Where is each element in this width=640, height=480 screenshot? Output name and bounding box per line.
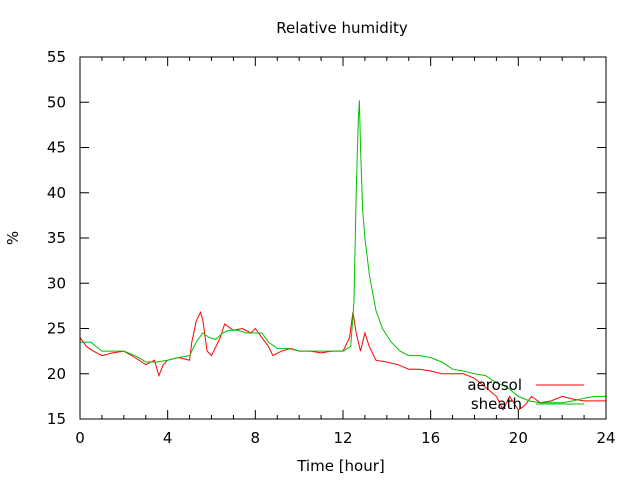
minor-ticks — [101, 57, 585, 419]
y-tick-label: 45 — [47, 139, 66, 157]
tick-labels: 0 4 8 12 16 20 24 15 20 25 30 35 40 45 50 55 — [47, 48, 616, 447]
y-tick-label: 55 — [47, 48, 66, 66]
series-lines — [79, 100, 606, 412]
x-tick-label: 8 — [251, 429, 261, 447]
y-tick-label: 25 — [47, 320, 66, 338]
x-tick-label: 12 — [333, 429, 352, 447]
x-tick-label: 16 — [421, 429, 440, 447]
x-tick-label: 20 — [509, 429, 528, 447]
y-tick-label: 15 — [47, 410, 66, 428]
legend-label-sheath: sheath — [471, 395, 522, 413]
legend-label-aerosol: aerosol — [467, 376, 522, 394]
y-tick-label: 35 — [47, 229, 66, 247]
y-tick-label: 20 — [47, 365, 66, 383]
chart-title: Relative humidity — [276, 19, 408, 37]
series-line-sheath — [80, 100, 606, 404]
x-axis-label: Time [hour] — [296, 457, 385, 475]
y-tick-label: 40 — [47, 184, 66, 202]
x-tick-label: 4 — [163, 429, 173, 447]
plot-frame — [79, 56, 607, 420]
y-tick-label: 30 — [47, 274, 66, 292]
x-tick-label: 0 — [75, 429, 85, 447]
x-tick-label: 24 — [596, 429, 615, 447]
y-tick-label: 50 — [47, 93, 66, 111]
y-axis-label: % — [4, 231, 22, 245]
